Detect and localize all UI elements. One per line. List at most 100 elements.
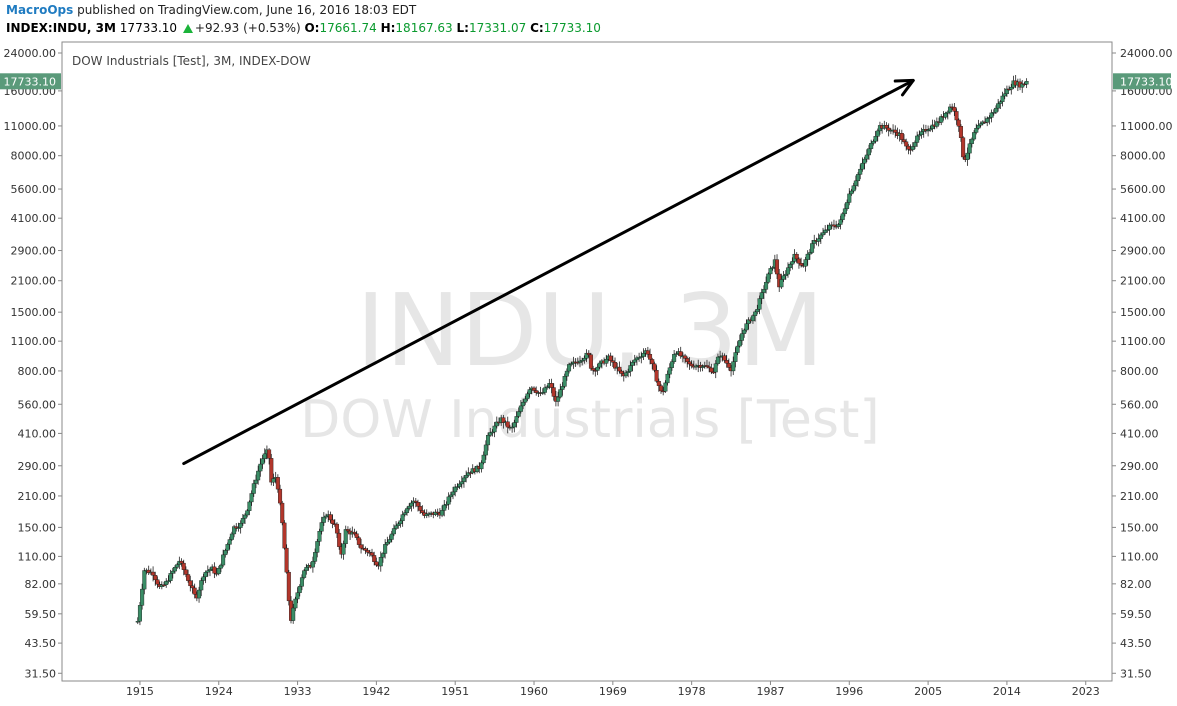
candle-body	[387, 539, 392, 543]
candle	[840, 212, 845, 223]
candle-body	[328, 514, 333, 521]
candle	[400, 510, 405, 527]
candle-body	[650, 359, 655, 365]
candle	[354, 530, 359, 541]
y-tick-label-right: 5600.00	[1120, 183, 1166, 196]
candle-body	[969, 138, 974, 144]
candle	[317, 528, 322, 546]
candle-body	[256, 470, 261, 481]
candle-body	[518, 405, 523, 412]
candle	[954, 108, 959, 125]
candle-body	[446, 496, 451, 505]
candle-body	[562, 376, 567, 387]
candle-body	[591, 368, 596, 371]
candle	[405, 506, 410, 516]
candle-body	[952, 106, 957, 112]
candle-body	[687, 361, 692, 365]
x-tick-label: 1969	[599, 685, 627, 698]
up-arrow-icon	[182, 24, 193, 33]
candle-body	[188, 580, 193, 587]
publisher-brand[interactable]: MacroOps	[6, 3, 74, 17]
candle-body	[906, 145, 911, 150]
candle-body	[359, 544, 364, 549]
trend-arrow-line[interactable]	[182, 78, 915, 466]
candle-body	[768, 268, 773, 275]
candle-body	[967, 143, 972, 154]
candle-body	[365, 550, 370, 553]
candle-body	[893, 129, 898, 133]
candle-body	[205, 570, 210, 573]
candle	[969, 137, 974, 148]
y-tick-label-left: 2100.00	[11, 275, 57, 288]
candle-body	[251, 483, 256, 494]
y-tick-label-left: 800.00	[18, 365, 57, 378]
candle	[341, 540, 346, 560]
y-tick-label-left: 560.00	[18, 398, 57, 411]
candle	[391, 524, 396, 537]
last-price-badge-left	[0, 73, 61, 90]
candle	[542, 383, 547, 396]
candle-body	[586, 352, 591, 355]
y-tick-label-right: 800.00	[1120, 365, 1159, 378]
y-tick-label-right: 2900.00	[1120, 245, 1166, 258]
candle-body	[179, 560, 184, 564]
candle-body	[910, 146, 915, 150]
candle-body	[155, 579, 160, 585]
candle-body	[685, 358, 690, 362]
candle-body	[742, 329, 747, 334]
candle-body	[295, 592, 300, 600]
candle-body	[998, 101, 1003, 104]
y-tick-label-right: 290.00	[1120, 460, 1159, 473]
candle-body	[385, 542, 390, 545]
candle	[891, 124, 896, 135]
candle-body	[330, 519, 335, 524]
x-tick-label: 1951	[441, 685, 469, 698]
candle-body	[440, 510, 445, 516]
candle	[140, 583, 145, 610]
candle	[974, 123, 979, 135]
candle-body	[764, 281, 769, 290]
candle-body	[652, 363, 657, 371]
candle-body	[218, 564, 223, 569]
candle	[337, 528, 342, 550]
candle-body	[170, 570, 175, 574]
y-tick-label-left: 4100.00	[11, 212, 57, 225]
x-tick-label: 2005	[914, 685, 942, 698]
candle	[516, 407, 521, 419]
x-tick-label: 1960	[520, 685, 548, 698]
y-tick-label-right: 110.00	[1120, 550, 1159, 563]
candle-body	[993, 107, 998, 113]
candle-body	[794, 253, 799, 260]
candle-body	[451, 491, 456, 496]
candle-body	[766, 273, 771, 283]
candle	[269, 453, 274, 486]
candle	[334, 522, 339, 538]
candle	[343, 525, 348, 548]
y-tick-label-right: 59.50	[1120, 608, 1152, 621]
y-tick-label-left: 5600.00	[11, 183, 57, 196]
candle-body	[904, 141, 909, 147]
candle	[227, 536, 232, 550]
candle	[656, 378, 661, 392]
candle	[779, 273, 784, 289]
candle-body	[759, 292, 764, 299]
y-tick-label-right: 1500.00	[1120, 306, 1166, 319]
candle-body	[345, 529, 350, 532]
candle	[858, 164, 863, 180]
candle-body	[845, 202, 850, 209]
close-label: C:	[530, 21, 544, 35]
low-label: L:	[456, 21, 469, 35]
candle-body	[648, 354, 653, 360]
candle-body	[567, 364, 572, 372]
candle-body	[271, 478, 276, 483]
candle-body	[750, 315, 755, 322]
symbol-label: INDEX:INDU, 3M	[6, 21, 116, 35]
candle	[735, 341, 740, 356]
candle-body	[985, 118, 990, 123]
candle	[617, 361, 622, 374]
watermark-symbol: INDU, 3M	[356, 272, 824, 389]
chart-title: DOW Industrials [Test], 3M, INDEX-DOW	[72, 54, 311, 68]
x-tick-label: 2014	[993, 685, 1021, 698]
candle-body	[943, 113, 948, 118]
